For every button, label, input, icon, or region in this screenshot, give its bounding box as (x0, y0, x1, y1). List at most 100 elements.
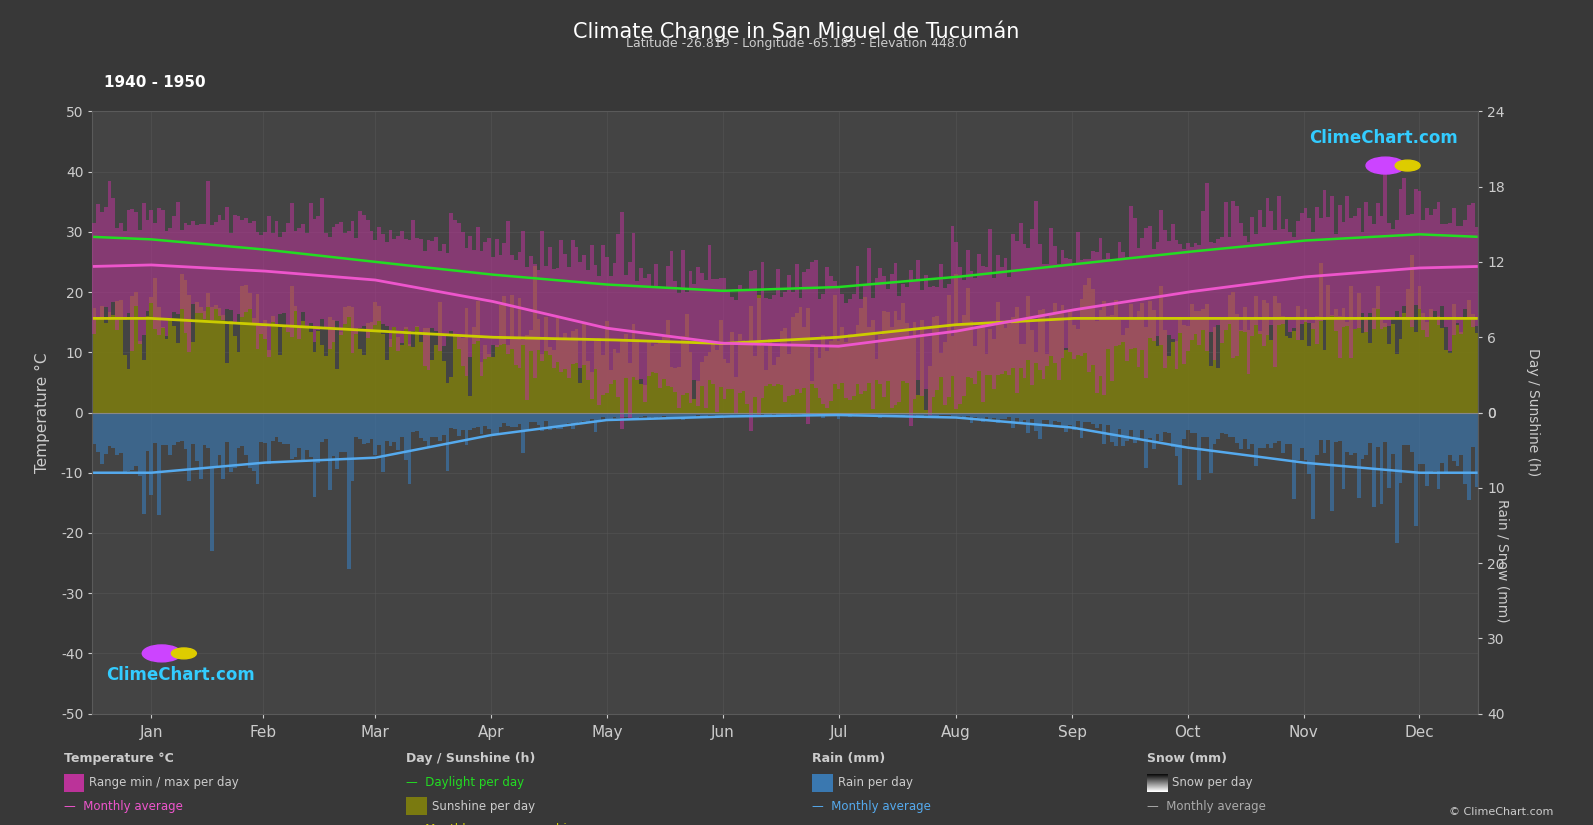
Bar (567, 267, 570, 379)
Bar (578, 383, 581, 412)
Bar (378, 412, 381, 445)
Bar (139, 342, 142, 412)
Bar (749, 306, 753, 412)
Bar (803, 272, 806, 388)
Text: Range min / max per day: Range min / max per day (89, 776, 239, 790)
Bar (867, 412, 871, 416)
Bar (718, 412, 723, 417)
Bar (298, 228, 301, 338)
Bar (1220, 318, 1223, 412)
Bar (1308, 346, 1311, 412)
Bar (108, 312, 112, 412)
Bar (145, 316, 150, 412)
Bar (1289, 232, 1292, 332)
Bar (1182, 324, 1185, 412)
Bar (631, 412, 636, 420)
Bar (1368, 412, 1372, 443)
Bar (244, 218, 249, 312)
Bar (1185, 326, 1190, 412)
Bar (981, 412, 984, 422)
Bar (419, 342, 422, 412)
Bar (742, 290, 746, 391)
Bar (715, 412, 718, 418)
Bar (1193, 311, 1198, 412)
Bar (1418, 191, 1421, 309)
Bar (1395, 220, 1399, 310)
Bar (1421, 219, 1426, 330)
Bar (878, 335, 883, 412)
Bar (1201, 211, 1204, 330)
Bar (1061, 412, 1064, 427)
Bar (1004, 328, 1007, 412)
Bar (594, 412, 597, 432)
Bar (529, 412, 532, 422)
Bar (378, 227, 381, 321)
Bar (578, 262, 581, 368)
Bar (581, 412, 586, 421)
Bar (828, 342, 833, 412)
Bar (875, 412, 878, 415)
Bar (449, 412, 452, 428)
Bar (1467, 300, 1470, 412)
Bar (1407, 412, 1410, 446)
Bar (726, 363, 730, 412)
Bar (859, 299, 863, 394)
Bar (1114, 412, 1118, 446)
Bar (1376, 285, 1380, 412)
Bar (150, 297, 153, 412)
Bar (1026, 412, 1031, 433)
Bar (814, 412, 817, 414)
Bar (1289, 412, 1292, 444)
Bar (1072, 325, 1075, 412)
Bar (1292, 331, 1297, 412)
Bar (935, 412, 940, 417)
Bar (913, 280, 916, 399)
Bar (400, 346, 403, 412)
Bar (1407, 214, 1410, 320)
Bar (1333, 309, 1338, 412)
Bar (897, 295, 902, 403)
Bar (244, 412, 249, 455)
Bar (680, 412, 685, 421)
Bar (96, 317, 100, 412)
Bar (1086, 412, 1091, 422)
Bar (666, 412, 669, 418)
Bar (825, 412, 828, 415)
Bar (1284, 412, 1289, 445)
Bar (1243, 412, 1247, 439)
Bar (1376, 412, 1380, 447)
Bar (1168, 412, 1171, 433)
Bar (1118, 412, 1121, 430)
Bar (954, 412, 957, 416)
Bar (1380, 412, 1383, 504)
Bar (1440, 224, 1445, 305)
Bar (548, 247, 551, 355)
Bar (1303, 208, 1308, 322)
Bar (644, 385, 647, 412)
Bar (1254, 234, 1258, 325)
Bar (921, 319, 924, 412)
Bar (730, 412, 734, 417)
Bar (199, 412, 202, 479)
Bar (249, 412, 252, 468)
Bar (699, 273, 704, 386)
Bar (586, 412, 589, 423)
Bar (218, 215, 221, 316)
Bar (529, 330, 532, 412)
Bar (1182, 249, 1185, 364)
Bar (825, 266, 828, 408)
Bar (1429, 309, 1432, 412)
Bar (992, 278, 996, 389)
Bar (749, 271, 753, 431)
Bar (521, 340, 526, 412)
Bar (317, 412, 320, 464)
Bar (100, 211, 104, 319)
Bar (916, 412, 921, 417)
Bar (613, 263, 616, 380)
Bar (1121, 335, 1125, 412)
Bar (1000, 322, 1004, 412)
Bar (589, 372, 594, 412)
Bar (658, 412, 663, 417)
Bar (460, 338, 465, 412)
Bar (452, 219, 457, 337)
